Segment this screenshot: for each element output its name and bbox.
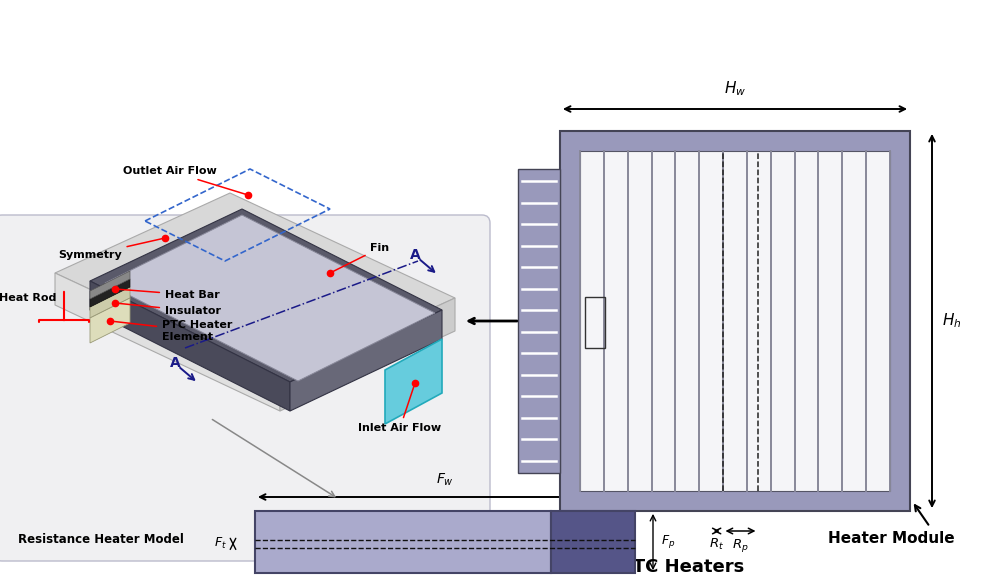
Text: Structure of PTC Heater Element in PTC Heaters: Structure of PTC Heater Element in PTC H… [256, 558, 744, 576]
Bar [585, 297, 605, 348]
Polygon shape [90, 209, 442, 382]
Text: Insulator: Insulator [118, 303, 221, 316]
Bar [551, 511, 635, 573]
Polygon shape [55, 193, 455, 378]
Text: $R_p$: $R_p$ [732, 537, 749, 554]
Polygon shape [90, 271, 130, 299]
Polygon shape [280, 298, 455, 411]
FancyBboxPatch shape [0, 215, 490, 561]
Polygon shape [90, 298, 130, 343]
Text: Heat Rod: Heat Rod [0, 293, 57, 303]
Text: $F_p$: $F_p$ [661, 533, 675, 550]
Text: $F_t$: $F_t$ [214, 536, 227, 552]
Text: $H_h$: $H_h$ [942, 312, 961, 331]
Text: Symmetry: Symmetry [58, 238, 162, 260]
Text: Resistance Heater Model: Resistance Heater Model [18, 533, 184, 546]
Bar [255, 511, 551, 573]
Polygon shape [385, 339, 442, 424]
Text: $H_w$: $H_w$ [724, 79, 746, 98]
Text: PTC Heater
Element: PTC Heater Element [113, 320, 232, 342]
Text: $F_w$: $F_w$ [436, 472, 454, 488]
Polygon shape [90, 281, 290, 411]
Bar [518, 169, 560, 473]
Text: Heat Bar: Heat Bar [118, 289, 220, 300]
Text: $R_t$: $R_t$ [709, 537, 724, 552]
Polygon shape [55, 273, 280, 411]
Bar [560, 131, 910, 511]
Text: Heater Module: Heater Module [828, 531, 955, 546]
Polygon shape [290, 310, 442, 411]
Text: Outlet Air Flow: Outlet Air Flow [123, 166, 245, 194]
Text: A: A [410, 248, 420, 262]
Bar [580, 151, 890, 491]
Polygon shape [105, 215, 435, 381]
Text: Inlet Air Flow: Inlet Air Flow [358, 385, 442, 433]
Polygon shape [90, 287, 130, 318]
Text: Fin: Fin [332, 243, 390, 272]
Text: A: A [170, 356, 180, 370]
Polygon shape [90, 279, 130, 307]
